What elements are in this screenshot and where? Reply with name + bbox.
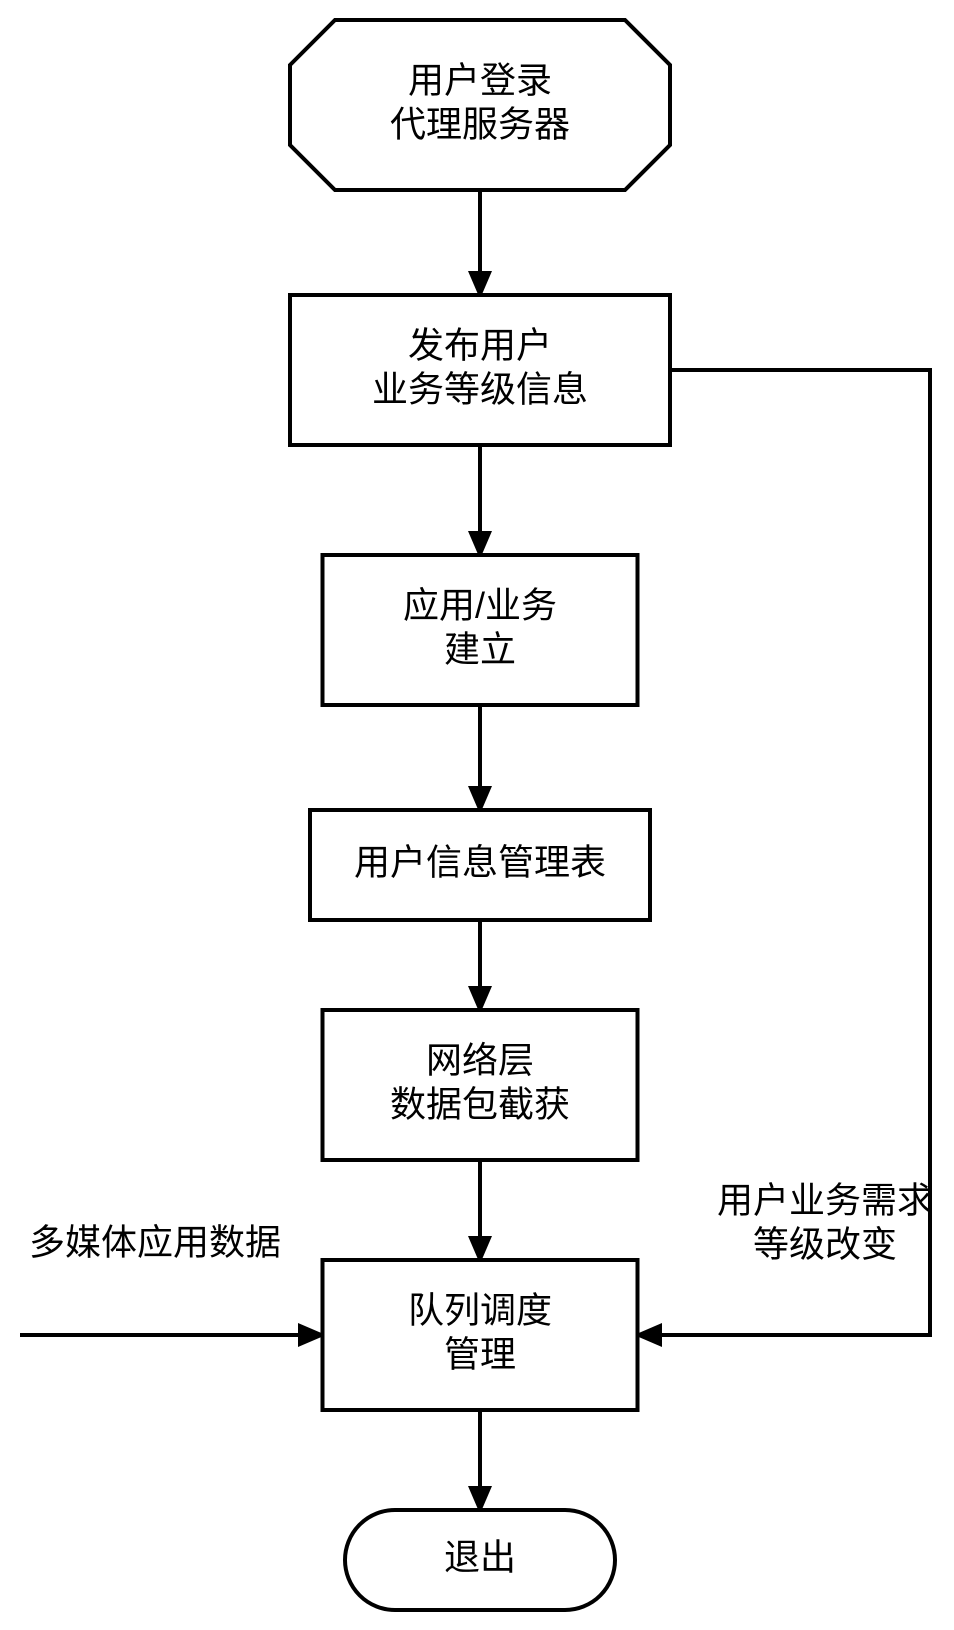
svg-text:网络层: 网络层: [426, 1040, 534, 1081]
svg-text:业务等级信息: 业务等级信息: [372, 369, 588, 410]
svg-text:建立: 建立: [444, 629, 516, 670]
svg-text:队列调度: 队列调度: [408, 1290, 552, 1331]
svg-text:发布用户: 发布用户: [408, 325, 552, 366]
svg-text:应用/业务: 应用/业务: [403, 585, 557, 626]
svg-text:退出: 退出: [444, 1537, 516, 1578]
svg-text:用户业务需求: 用户业务需求: [717, 1180, 933, 1221]
svg-text:多媒体应用数据: 多媒体应用数据: [29, 1222, 281, 1263]
svg-text:用户登录: 用户登录: [408, 60, 552, 101]
svg-text:代理服务器: 代理服务器: [390, 104, 570, 145]
svg-text:管理: 管理: [444, 1334, 516, 1375]
svg-text:用户信息管理表: 用户信息管理表: [354, 842, 606, 883]
flowchart-diagram: 用户登录代理服务器发布用户业务等级信息应用/业务建立用户信息管理表网络层数据包截…: [0, 0, 954, 1630]
svg-text:等级改变: 等级改变: [753, 1224, 897, 1265]
svg-text:数据包截获: 数据包截获: [390, 1084, 570, 1125]
